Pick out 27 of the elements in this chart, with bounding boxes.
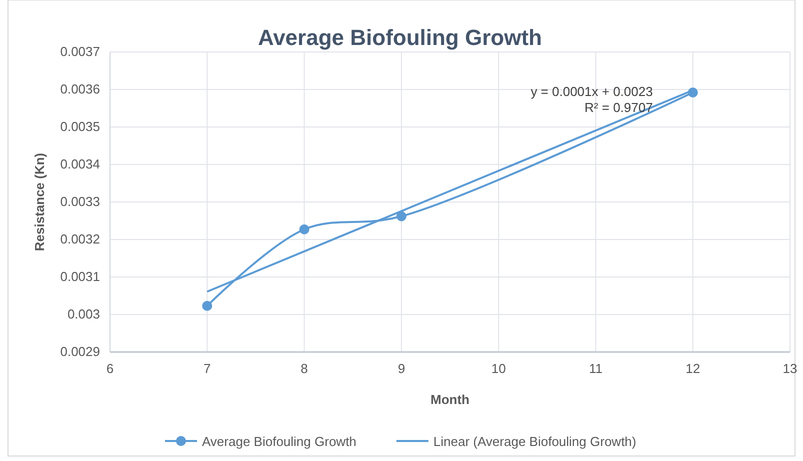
point <box>299 224 310 234</box>
legend-label: Linear (Average Biofouling Growth) <box>433 434 636 449</box>
y-tick-label: 0.0036 <box>60 82 100 97</box>
y-tick-label: 0.0033 <box>60 194 100 210</box>
x-tick-label: 13 <box>782 361 798 376</box>
x-tick-label: 9 <box>398 361 406 376</box>
y-tick-label: 0.0031 <box>60 269 100 284</box>
point <box>202 300 212 311</box>
y-tick-label: 0.0037 <box>60 44 100 60</box>
x-tick-label: 11 <box>588 361 602 376</box>
y-tick-label: 0.0035 <box>60 119 100 134</box>
point <box>396 211 406 222</box>
annotation: R² = 0.9707 <box>584 100 653 115</box>
x-tick-label: 8 <box>300 361 308 376</box>
y-tick-label: 0.0034 <box>60 156 100 172</box>
x-tick-label: 12 <box>686 361 700 376</box>
x-axis-title: Month <box>430 392 470 407</box>
annotation: y = 0.0001x + 0.0023 <box>530 84 653 99</box>
chart-title: Average Biofouling Growth <box>258 25 542 50</box>
y-axis-title: Resistance (Kn) <box>32 152 47 252</box>
y-tick-label: 0.003 <box>67 306 100 322</box>
x-tick-label: 7 <box>204 361 211 376</box>
y-tick-label: 0.0029 <box>60 344 100 360</box>
x-tick-label: 6 <box>106 361 114 376</box>
legend-label: Average Biofouling Growth <box>202 434 356 449</box>
y-tick-label: 0.0032 <box>60 232 100 247</box>
x-tick-label: 10 <box>491 361 506 376</box>
